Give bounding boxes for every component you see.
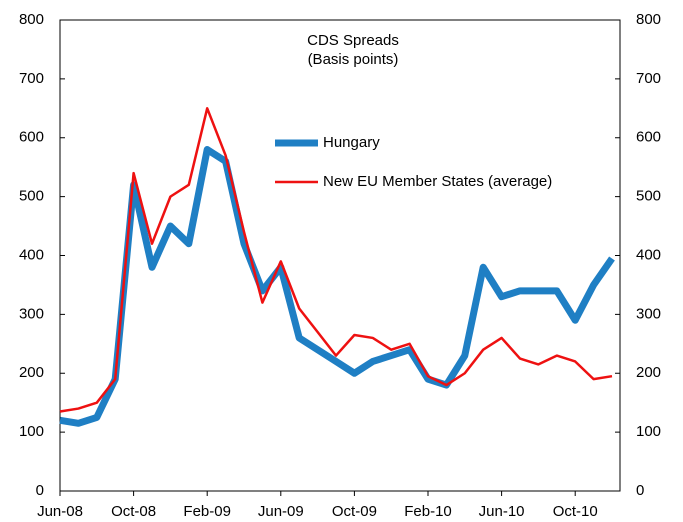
x-tick-label: Jun-08 bbox=[37, 503, 83, 520]
series-line bbox=[59, 107, 613, 413]
y-tick-label: 300 bbox=[19, 305, 44, 322]
legend-label: Hungary bbox=[323, 134, 380, 151]
legend-label: New EU Member States (average) bbox=[323, 173, 552, 190]
y2-tick-label: 800 bbox=[636, 11, 661, 28]
x-tick-label: Oct-10 bbox=[553, 503, 598, 520]
series-line bbox=[59, 146, 615, 427]
plot-frame bbox=[59, 19, 621, 492]
y2-tick-label: 400 bbox=[636, 246, 661, 263]
y2-tick-label: 700 bbox=[636, 70, 661, 87]
chart-subtitle: (Basis points) bbox=[308, 51, 399, 68]
y2-tick-label: 0 bbox=[636, 482, 644, 499]
x-tick-label: Feb-10 bbox=[404, 503, 452, 520]
y2-tick-label: 200 bbox=[636, 364, 661, 381]
y-tick-label: 800 bbox=[19, 11, 44, 28]
x-tick-label: Oct-09 bbox=[332, 503, 377, 520]
y-tick-label: 400 bbox=[19, 246, 44, 263]
y2-tick-label: 300 bbox=[636, 305, 661, 322]
y-tick-label: 0 bbox=[36, 482, 44, 499]
x-tick-label: Jun-10 bbox=[479, 503, 525, 520]
y-tick-label: 700 bbox=[19, 70, 44, 87]
y2-tick-label: 100 bbox=[636, 423, 661, 440]
y-tick-label: 500 bbox=[19, 188, 44, 205]
x-tick-label: Oct-08 bbox=[111, 503, 156, 520]
x-tick-label: Jun-09 bbox=[258, 503, 304, 520]
y2-tick-label: 600 bbox=[636, 129, 661, 146]
y-tick-label: 100 bbox=[19, 423, 44, 440]
chart-title: CDS Spreads bbox=[307, 32, 399, 49]
y-tick-label: 200 bbox=[19, 364, 44, 381]
y-tick-label: 600 bbox=[19, 129, 44, 146]
y2-tick-label: 500 bbox=[636, 188, 661, 205]
x-tick-label: Feb-09 bbox=[183, 503, 231, 520]
